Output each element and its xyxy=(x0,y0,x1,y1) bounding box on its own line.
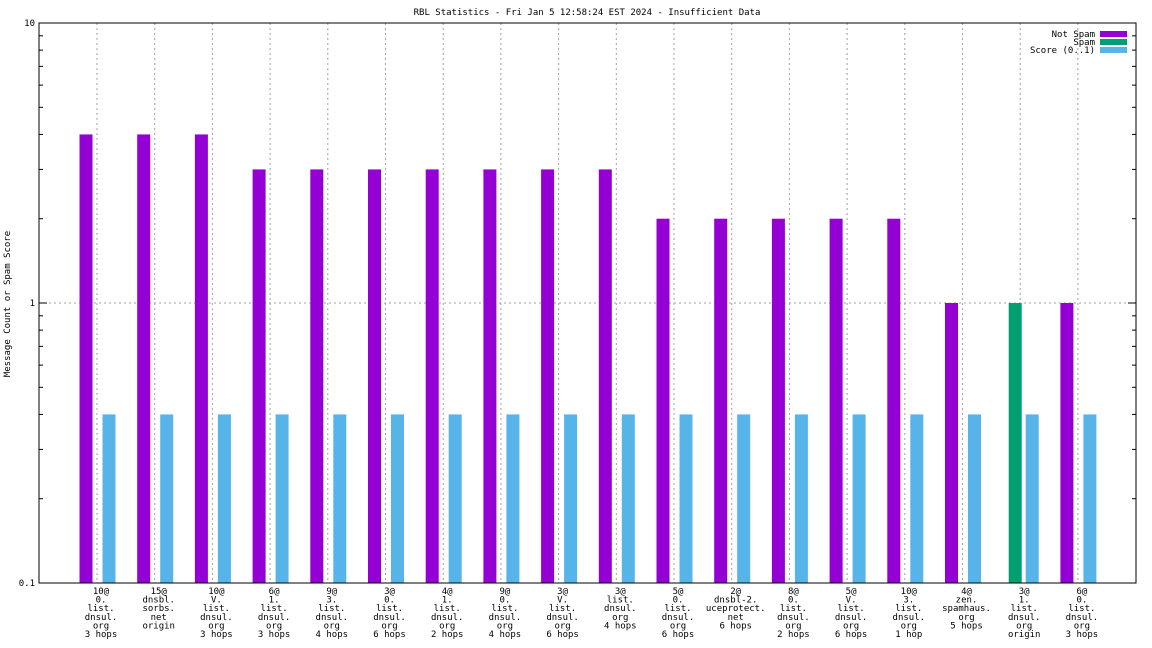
bar-not-spam xyxy=(829,218,843,583)
bar-not-spam xyxy=(310,169,324,583)
bar-not-spam xyxy=(541,169,555,583)
bar-not-spam xyxy=(79,134,93,583)
x-tick-label: 3@ list. dnsul. org 4 hops xyxy=(604,587,637,631)
bar-score xyxy=(968,414,981,583)
x-tick-label: 3@ V. list. dnsul. org 6 hops xyxy=(546,587,579,640)
bar-not-spam xyxy=(194,134,208,583)
bar-score xyxy=(1083,414,1097,583)
x-tick-label: 8@ 0. list. dnsul. org 2 hops xyxy=(777,587,810,640)
x-tick-label: 5@ V. list. dnsul. org 6 hops xyxy=(835,587,868,640)
bar-score xyxy=(852,414,866,583)
bar-score xyxy=(333,414,347,583)
x-tick-labels: 10@ 0. list. dnsul. org 3 hops 15@ dnsbl. sorbs.… xyxy=(85,587,1098,640)
x-tick-label: 2@ dnsbl-2. uceprotect. net 6 hops xyxy=(706,587,766,631)
bar-score xyxy=(102,414,116,583)
legend-label: Score (0..1) xyxy=(1030,46,1095,56)
bar-score xyxy=(621,414,635,583)
legend-swatch xyxy=(1100,39,1127,45)
x-tick-label: 9@ 0. list. dnsul. org 4 hops xyxy=(489,587,522,640)
bar-score xyxy=(1025,414,1039,583)
bar-not-spam xyxy=(598,169,612,583)
x-tick-label: 6@ 1. list. dnsul. org 3 hops xyxy=(258,587,291,640)
x-tick-label: 10@ 0. list. dnsul. org 3 hops xyxy=(85,587,118,640)
x-tick-label: 5@ 0. list. dnsul. org 6 hops xyxy=(662,587,695,640)
bar-score xyxy=(737,414,751,583)
bar-score xyxy=(217,414,231,583)
bar-score xyxy=(910,414,924,583)
bar-not-spam xyxy=(483,169,497,583)
x-tick-label: 4@ zen. spamhaus. org 5 hops xyxy=(942,587,991,631)
bar-not-spam xyxy=(137,134,151,583)
y-tick-label: 0.1 xyxy=(19,579,35,589)
bar-not-spam xyxy=(887,218,901,583)
bar-score xyxy=(275,414,289,583)
bar-not-spam xyxy=(252,169,266,583)
bar-score xyxy=(679,414,693,583)
x-tick-label: 10@ 3. list. dnsul. org 1 hop xyxy=(893,587,926,640)
bar-not-spam xyxy=(1060,303,1074,583)
legend-label: Spam xyxy=(1073,38,1095,48)
x-tick-label: 6@ 0. list. dnsul. org 3 hops xyxy=(1066,587,1099,640)
bar-not-spam xyxy=(771,218,785,583)
x-tick-label: 4@ 1. list. dnsul. org 2 hops xyxy=(431,587,464,640)
y-axis-label: Message Count or Spam Score xyxy=(3,231,13,377)
y-tick-label: 1 xyxy=(30,299,35,309)
bar-not-spam xyxy=(425,169,439,583)
bar-score xyxy=(506,414,520,583)
x-tick-label: 15@ dnsbl. sorbs. net origin xyxy=(142,587,175,631)
bar-spam xyxy=(1008,303,1022,583)
x-tick-label: 9@ 3. list. dnsul. org 4 hops xyxy=(316,587,349,640)
bar-not-spam xyxy=(945,303,958,583)
bar-score xyxy=(448,414,462,583)
bar-not-spam xyxy=(714,218,728,583)
x-tick-label: 10@ V. list. dnsul. org 3 hops xyxy=(200,587,233,640)
legend-swatch xyxy=(1100,47,1127,53)
bar-score xyxy=(391,414,404,583)
y-tick-label: 10 xyxy=(24,19,35,29)
legend-swatch xyxy=(1100,31,1127,37)
bar-score xyxy=(160,414,174,583)
legend-label: Not Spam xyxy=(1052,30,1095,40)
bar-score xyxy=(794,414,808,583)
x-tick-label: 3@ 0. list. dnsul. org 6 hops xyxy=(373,587,406,640)
x-tick-label: 3@ 1. list. dnsul. org origin xyxy=(1008,587,1041,640)
y-ticks: 0.1 1 10 xyxy=(19,19,1136,589)
bar-score xyxy=(564,414,578,583)
bars xyxy=(79,134,1097,583)
chart-title: RBL Statistics - Fri Jan 5 12:58:24 EST … xyxy=(414,8,761,18)
bar-not-spam xyxy=(368,169,381,583)
bar-not-spam xyxy=(656,218,670,583)
